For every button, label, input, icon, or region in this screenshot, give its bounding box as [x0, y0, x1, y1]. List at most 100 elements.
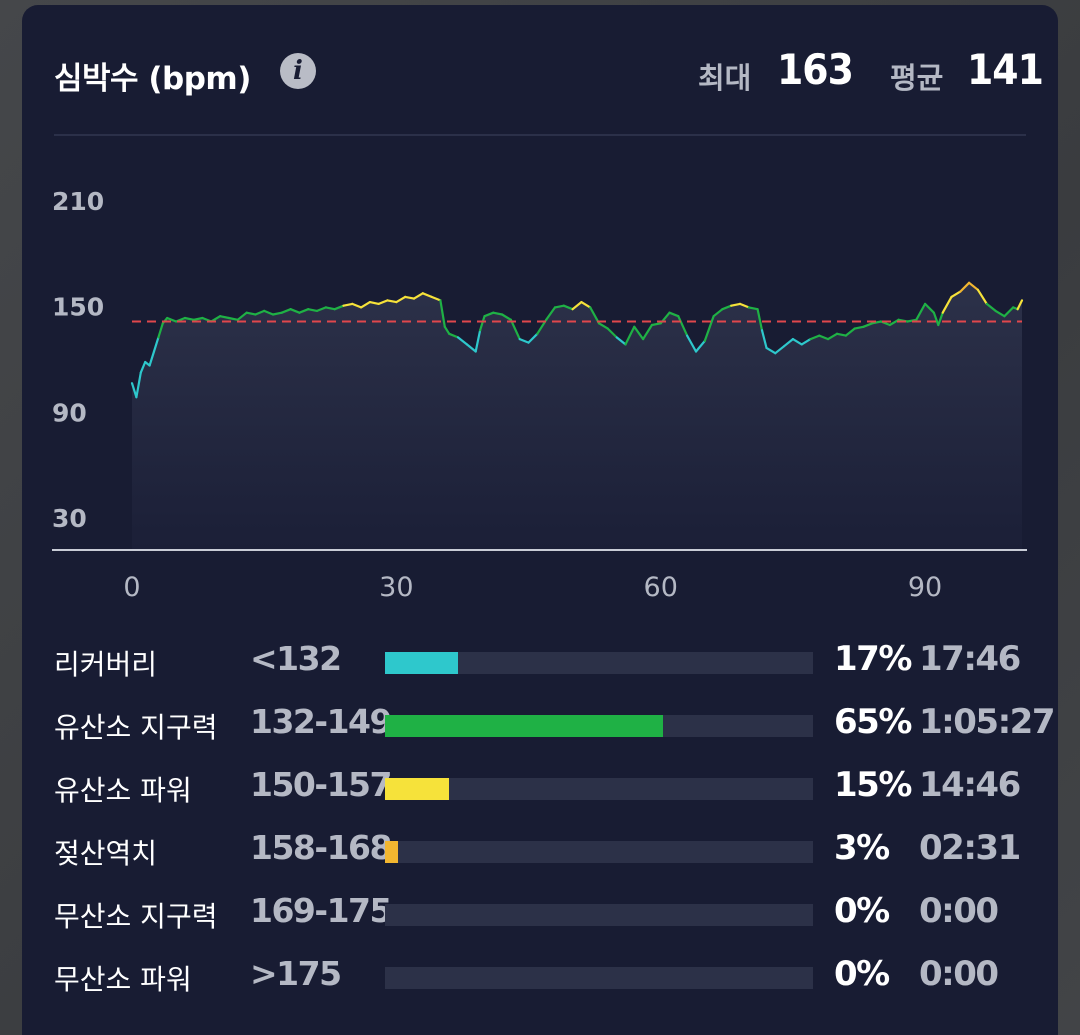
heart-rate-segment — [606, 327, 618, 339]
heart-rate-segment — [130, 382, 138, 399]
heart-rate-line — [130, 281, 1024, 399]
heart-rate-segment — [342, 302, 354, 307]
heart-rate-segment — [906, 318, 918, 323]
heart-rate-segment — [562, 304, 574, 311]
heart-rate-segment — [721, 304, 733, 311]
heart-rate-segment — [501, 313, 512, 321]
heart-rate-segment — [280, 308, 292, 314]
zone-name: 무산소 지구력 — [54, 900, 218, 933]
heart-rate-segment — [245, 311, 257, 316]
zone-percent: 0% — [834, 891, 890, 931]
x-axis-labels: 0 30 60 90 — [123, 572, 942, 603]
heart-rate-segment — [650, 322, 662, 327]
heart-rate-segment — [421, 292, 433, 298]
heart-rate-segment — [756, 308, 764, 332]
y-tick-label: 90 — [52, 398, 87, 427]
x-tick-label: 90 — [908, 572, 942, 603]
zone-percent: 65% — [834, 702, 912, 742]
zone-name: 무산소 파워 — [54, 963, 192, 996]
heart-rate-segment — [553, 304, 565, 309]
heart-rate-segment — [712, 308, 724, 318]
heart-rate-segment — [148, 350, 156, 367]
zone-time: 17:46 — [919, 639, 1021, 679]
heart-rate-segment — [685, 334, 698, 353]
heart-rate-segment — [518, 338, 530, 344]
heart-rate-segment — [483, 311, 495, 318]
heart-rate-segment — [157, 322, 164, 339]
card-title: 심박수 (bpm) — [54, 61, 251, 97]
zone-name: 유산소 파워 — [54, 774, 192, 807]
zone-bar-fill — [385, 715, 664, 737]
heart-rate-segment — [915, 302, 927, 321]
heart-rate-segment — [694, 339, 706, 353]
heart-rate-segment — [219, 315, 230, 320]
heart-rate-segment — [368, 301, 380, 305]
zone-bar-fill — [385, 652, 458, 674]
heart-rate-segment — [774, 345, 786, 355]
zone-range: 150-157 — [250, 765, 392, 804]
heart-rate-segment — [183, 316, 195, 321]
zone-time: 0:00 — [919, 954, 999, 994]
zone-range: >175 — [250, 954, 342, 993]
heart-rate-segment — [862, 322, 874, 328]
zone-row: 유산소 파워 150-157 15% 14:46 — [22, 763, 1058, 813]
heart-rate-segment — [474, 329, 482, 353]
zone-bar-track — [385, 715, 813, 737]
heart-rate-segment — [492, 311, 504, 316]
heart-rate-segment — [351, 302, 363, 309]
heart-rate-segment — [994, 309, 1006, 318]
zone-name: 젖산역치 — [54, 837, 158, 870]
chart-area-fill — [132, 282, 1022, 550]
heart-rate-segment — [465, 343, 477, 353]
heart-rate-segment — [527, 332, 539, 344]
heart-rate-segment — [800, 338, 812, 346]
zone-percent: 3% — [834, 828, 890, 868]
heart-rate-segment — [641, 323, 654, 341]
heart-rate-segment — [738, 302, 750, 309]
heart-rate-segment — [412, 292, 424, 300]
heart-rate-segment — [307, 308, 319, 312]
heart-rate-card: 심박수 (bpm) i 최대 163 평균 141 210 150 90 30 0 30… — [22, 5, 1058, 1035]
zone-row: 무산소 지구력 169-175 0% 0:00 — [22, 889, 1058, 939]
heart-rate-segment — [236, 311, 248, 321]
info-icon[interactable]: i — [280, 53, 316, 89]
heart-rate-segment — [315, 306, 327, 312]
heart-rate-segment — [404, 295, 416, 300]
heart-rate-segment — [791, 338, 803, 346]
zone-bar-fill — [385, 841, 398, 863]
y-tick-label: 150 — [52, 293, 104, 322]
zone-range: 132-149 — [250, 702, 392, 741]
zone-bar-track — [385, 904, 813, 926]
heart-rate-segment — [818, 334, 830, 341]
header-divider — [54, 134, 1026, 136]
heart-rate-segment — [192, 316, 204, 321]
heart-rate-segment — [765, 346, 777, 355]
zone-time: 02:31 — [919, 828, 1021, 868]
heart-rate-segment — [853, 325, 865, 330]
heart-rate-segment — [760, 329, 768, 349]
zone-bar-fill — [385, 778, 450, 800]
zone-bar-track — [385, 652, 813, 674]
heart-rate-segment — [439, 299, 446, 328]
zone-time: 0:00 — [919, 891, 999, 931]
heart-rate-segment — [571, 301, 583, 311]
zone-row: 젖산역치 158-168 3% 02:31 — [22, 826, 1058, 876]
heart-rate-segment — [937, 311, 944, 327]
heart-rate-segment — [633, 325, 645, 341]
heart-rate-segment — [360, 301, 371, 309]
zone-row: 유산소 지구력 132-149 65% 1:05:27 — [22, 700, 1058, 750]
heart-rate-segment — [703, 315, 715, 342]
heart-rate-segment — [456, 336, 468, 346]
heart-rate-segment — [932, 311, 940, 327]
heart-rate-segment — [395, 295, 407, 304]
heart-rate-segment — [668, 311, 680, 318]
heart-rate-segment — [597, 322, 609, 330]
heart-rate-segment — [166, 316, 178, 323]
heart-rate-segment — [835, 332, 847, 337]
heart-rate-segment — [615, 336, 627, 346]
heart-rate-segment — [443, 325, 451, 335]
heart-rate-segment — [730, 302, 742, 307]
x-tick-label: 60 — [644, 572, 678, 603]
avg-value: 141 — [967, 45, 1044, 94]
max-value: 163 — [777, 45, 854, 94]
